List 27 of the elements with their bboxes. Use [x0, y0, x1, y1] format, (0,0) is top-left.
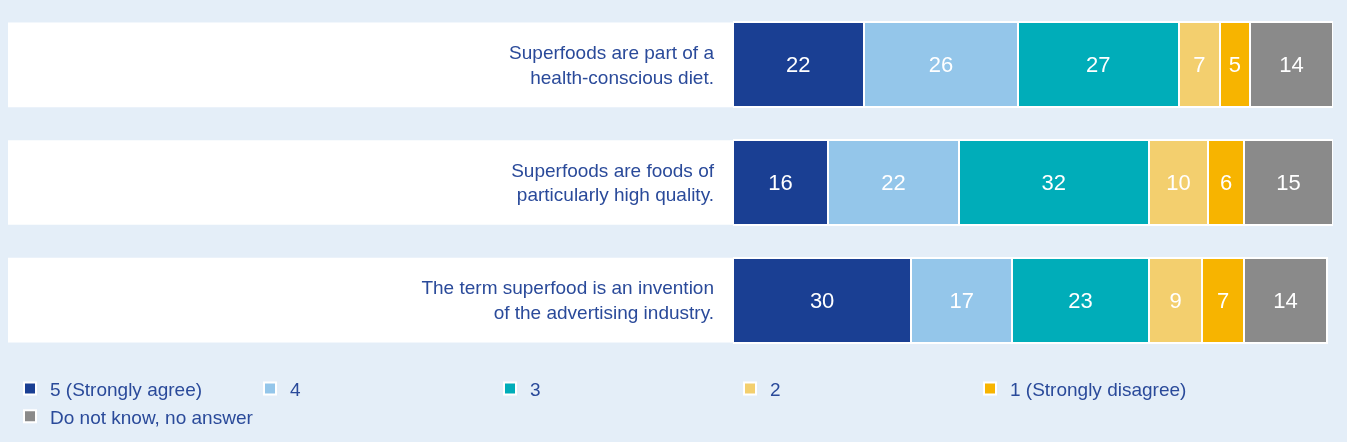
data-label: 14 [1279, 52, 1304, 78]
y-tick-label: The term superfood is an invention of the advertising industry. [421, 277, 714, 324]
data-label: 22 [786, 52, 811, 78]
legend-label: 4 [290, 378, 301, 400]
legend-label: Do not know, no answer [50, 406, 254, 428]
y-tick-label: Superfoods are foods of particularly high quality. [511, 159, 715, 206]
data-label: 7 [1193, 52, 1206, 78]
data-label: 22 [881, 170, 906, 195]
data-label: 6 [1219, 170, 1233, 195]
legend-label: 3 [530, 378, 541, 400]
data-label: 10 [1166, 170, 1191, 195]
data-label: 15 [1276, 170, 1301, 195]
data-label: 7 [1216, 287, 1230, 313]
data-label: 27 [1086, 52, 1111, 78]
data-label: 23 [1068, 287, 1093, 313]
y-tick-label: Superfoods are part of a health-conscious diet. [509, 42, 715, 88]
data-label: 17 [949, 287, 974, 313]
data-label: 5 [1228, 52, 1242, 78]
data-label: 32 [1041, 170, 1067, 195]
data-label: 9 [1169, 287, 1182, 313]
data-label: 16 [768, 170, 793, 195]
legend-label: 1 (Strongly disagree) [1010, 378, 1187, 400]
data-label: 26 [928, 52, 954, 78]
legend-label: 5 (Strongly agree) [50, 378, 203, 400]
data-label: 30 [809, 287, 835, 313]
legend-label: 2 [770, 378, 781, 400]
data-label: 14 [1273, 287, 1298, 313]
